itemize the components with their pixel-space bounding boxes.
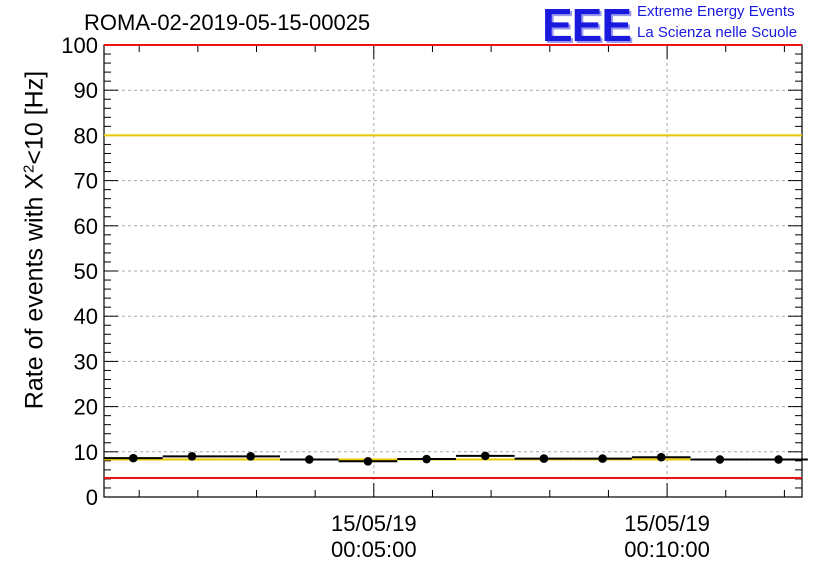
y-tick-label: 70 xyxy=(74,169,98,194)
data-point xyxy=(422,454,431,464)
chart-title: ROMA-02-2019-05-15-00025 xyxy=(84,10,371,35)
data-point xyxy=(539,454,549,463)
data-point xyxy=(598,454,607,463)
data-point xyxy=(656,452,666,462)
logo-line2: La Scienza nelle Scuole xyxy=(637,24,798,41)
y-tick-label: 40 xyxy=(74,304,98,329)
y-tick-label: 10 xyxy=(74,440,98,465)
y-tick-label: 60 xyxy=(74,214,98,239)
data-point xyxy=(363,456,373,466)
data-point xyxy=(129,453,138,463)
x-tick-label-date: 15/05/19 xyxy=(624,511,710,536)
data-series xyxy=(104,451,808,466)
data-point xyxy=(774,455,783,464)
eee-logo: EEE xyxy=(542,0,632,51)
y-tick-label: 30 xyxy=(74,349,98,374)
x-tick-label-time: 00:10:00 xyxy=(624,537,710,562)
y-tick-label: 100 xyxy=(61,33,98,58)
y-tick-label: 90 xyxy=(74,78,98,103)
y-tick-label: 50 xyxy=(74,259,98,284)
y-tick-label: 20 xyxy=(74,395,98,420)
x-tick-label-date: 15/05/19 xyxy=(331,511,417,536)
data-point xyxy=(304,455,314,464)
x-tick-label-time: 00:05:00 xyxy=(331,537,417,562)
y-tick-label: 0 xyxy=(86,485,98,510)
data-point xyxy=(187,452,197,461)
data-point xyxy=(715,455,725,464)
data-point xyxy=(480,451,490,461)
logo-line1: Extreme Energy Events xyxy=(637,3,795,20)
data-point xyxy=(246,452,255,461)
y-tick-label: 80 xyxy=(74,123,98,148)
